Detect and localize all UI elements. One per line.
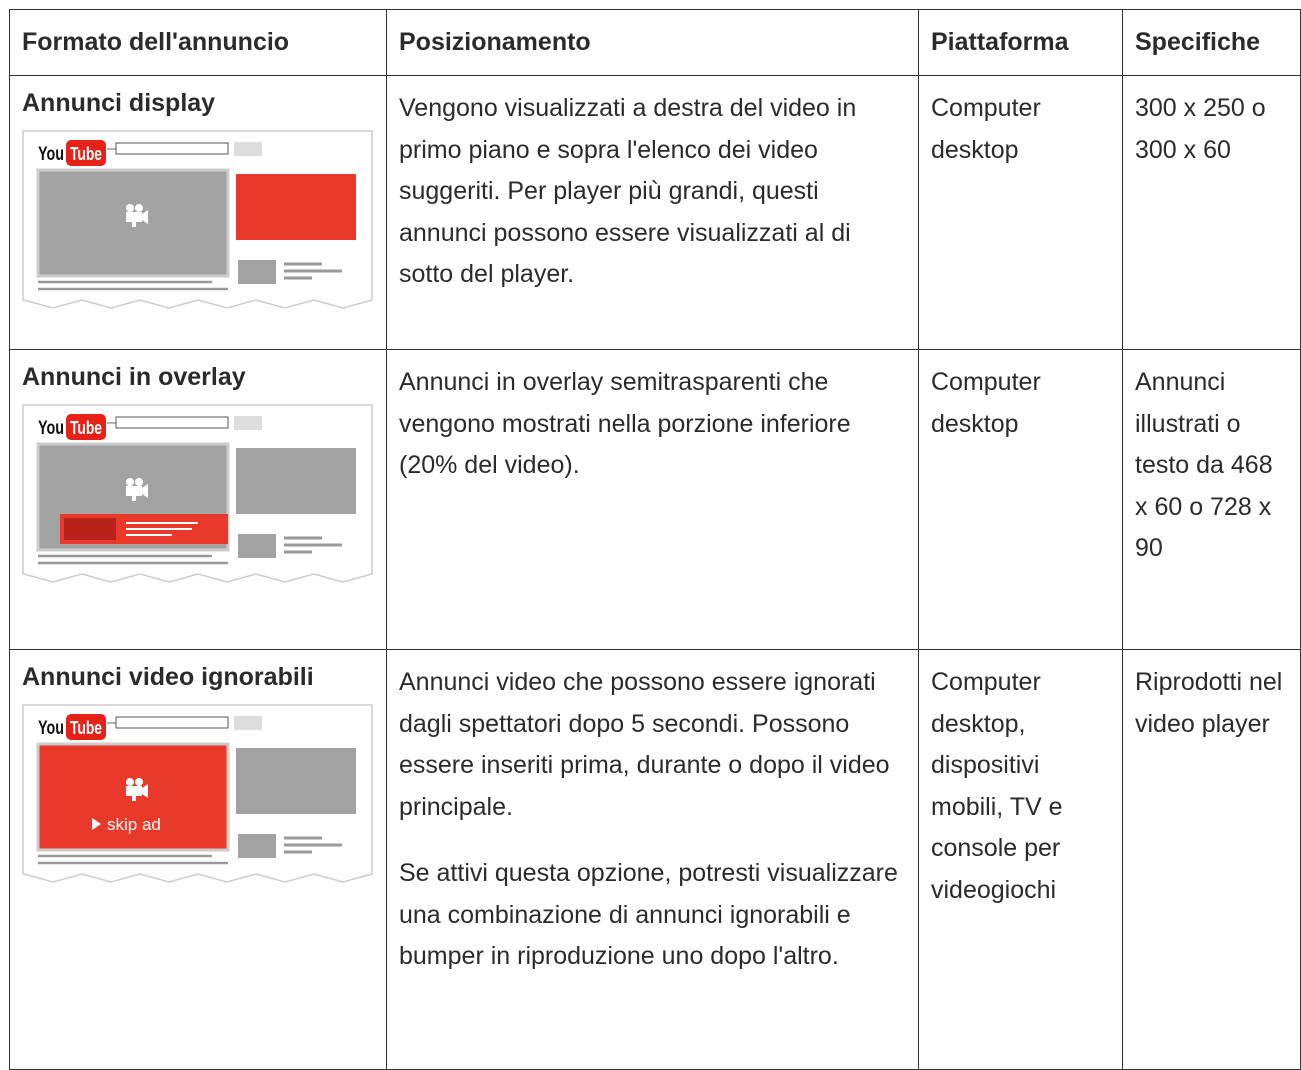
search-button: [234, 716, 262, 730]
rect-part: [126, 786, 142, 796]
thumb: [238, 534, 276, 558]
rect-part: [132, 496, 136, 501]
side-lines: [284, 836, 342, 854]
logo-tube: Tube: [70, 418, 102, 438]
positioning-cell: Annunci in overlay semitrasparenti che v…: [386, 349, 919, 650]
side-ad: [236, 748, 356, 814]
format-title: Annunci in overlay: [22, 363, 246, 391]
polygon-part: [142, 784, 148, 798]
format-cell: Annunci in overlay You Tube: [9, 349, 387, 650]
logo-badge: [66, 414, 106, 440]
overlay-lines: [126, 522, 198, 536]
thumb: [238, 834, 276, 858]
platform-cell: Computer desktop: [918, 349, 1123, 650]
skip-arrow: [92, 818, 101, 830]
under-lines: [38, 280, 228, 291]
table-row: Annunci in overlay You Tube Annunci in over…: [9, 349, 1301, 650]
table-row: Annunci video ignorabili You Tube skip ad An…: [9, 649, 1301, 1070]
positioning-text: Se attivi questa opzione, potresti visua…: [399, 859, 898, 970]
circle-part: [135, 478, 143, 486]
logo-tube: Tube: [70, 718, 102, 738]
rect-part: [126, 212, 142, 222]
search-button: [234, 416, 262, 430]
positioning-text: Annunci in overlay semitrasparenti che v…: [399, 368, 851, 479]
header-cell: Piattaforma: [918, 9, 1123, 76]
camera-icon: [126, 478, 148, 501]
table-row: Annunci display You Tube Vengono visualizza…: [9, 75, 1301, 350]
rect-part: [132, 796, 136, 801]
table-wrapper: Formato dell'annuncio Posizionamento Piatt…: [9, 9, 1301, 1070]
positioning-cell: Annunci video che possono essere ignorat…: [386, 649, 919, 1070]
camera-icon: [126, 204, 148, 227]
logo-badge: [66, 714, 106, 740]
ad-illustration: You Tube: [22, 130, 373, 309]
positioning-cell: Vengono visualizzati a destra del video …: [386, 75, 919, 350]
under-lines: [38, 854, 228, 865]
logo-you: You: [38, 718, 64, 739]
side-lines: [284, 536, 342, 554]
header-cell: Posizionamento: [386, 9, 919, 76]
format-title: Annunci display: [22, 89, 216, 117]
side-ad: [236, 174, 356, 240]
camera-icon: [126, 778, 148, 801]
tbody-part: Formato dell'annuncio Posizionamento Piatt…: [9, 9, 1301, 1070]
format-title: Annunci video ignorabili: [22, 663, 314, 691]
platform-cell: Computer desktop: [918, 75, 1123, 350]
search-button: [234, 142, 262, 156]
format-cell: Annunci display You Tube: [9, 75, 387, 350]
specs-cell: 300 x 250 o 300 x 60: [1122, 75, 1301, 350]
ad-illustration: You Tube skip ad: [22, 704, 373, 883]
ad-illustration: You Tube: [22, 404, 373, 583]
polygon-part: [142, 210, 148, 224]
search-bar: [115, 416, 229, 429]
format-cell: Annunci video ignorabili You Tube skip ad: [9, 649, 387, 1070]
specs-cell: Annunci illustrati o testo da 468 x 60 o…: [1122, 349, 1301, 650]
thumb: [238, 260, 276, 284]
search-bar: [115, 716, 229, 729]
polygon-part: [142, 484, 148, 498]
side-ad: [236, 448, 356, 514]
header-cell: Specifiche: [1122, 9, 1301, 76]
positioning-text: Annunci video che possono essere ignorat…: [399, 668, 890, 821]
under-lines: [38, 554, 228, 565]
logo-tube: Tube: [70, 144, 102, 164]
overlay-image: [64, 518, 116, 540]
logo-badge: [66, 140, 106, 166]
rect-part: [126, 486, 142, 496]
logo-you: You: [38, 418, 64, 439]
specs-cell: Riprodotti nel video player: [1122, 649, 1301, 1070]
circle-part: [135, 204, 143, 212]
header-row: Formato dell'annuncio Posizionamento Piatt…: [9, 9, 1301, 76]
skip-label: skip ad: [107, 815, 161, 834]
rect-part: [132, 222, 136, 227]
circle-part: [135, 778, 143, 786]
side-lines: [284, 262, 342, 280]
header-cell: Formato dell'annuncio: [9, 9, 387, 76]
platform-cell: Computer desktop, dispositivi mobili, TV…: [918, 649, 1123, 1070]
ad-format-table: Formato dell'annuncio Posizionamento Piatt…: [9, 9, 1301, 1070]
circle-part: [126, 478, 134, 486]
circle-part: [126, 778, 134, 786]
positioning-text: Vengono visualizzati a destra del video …: [399, 94, 857, 288]
circle-part: [126, 204, 134, 212]
logo-you: You: [38, 144, 64, 165]
search-bar: [115, 142, 229, 155]
